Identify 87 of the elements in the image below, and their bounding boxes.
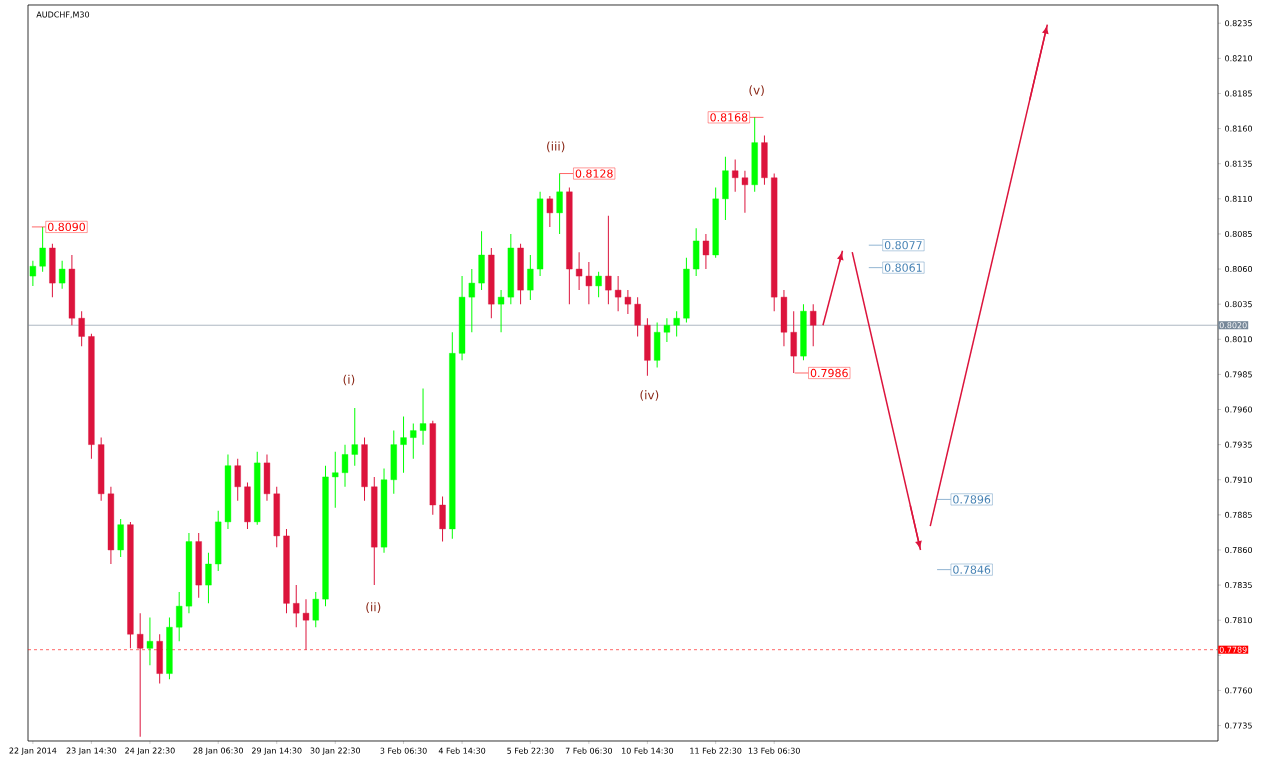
candlestick [595, 271, 602, 298]
candlestick [615, 275, 622, 312]
y-tick-label: 0.7735 [1225, 722, 1252, 729]
candlestick [332, 451, 339, 509]
candlestick [419, 387, 427, 446]
annotation: (iii) [547, 141, 565, 153]
y-tick-label: 0.7835 [1225, 582, 1252, 589]
candlestick [585, 261, 592, 305]
annotation: 0.8077 [884, 241, 922, 250]
y-tick-label: 0.8110 [1225, 195, 1252, 202]
x-tick-label: 3 Feb 06:30 [380, 747, 427, 754]
y-tick-label: 0.8085 [1225, 230, 1252, 237]
candlestick [546, 195, 553, 228]
y-tick-label: 0.7935 [1225, 441, 1252, 448]
candlestick [702, 233, 710, 270]
annotation: 0.8090 [47, 222, 85, 232]
y-tick-label: 0.7985 [1225, 371, 1252, 378]
candlestick [556, 173, 563, 235]
candlestick [234, 458, 241, 502]
candlestick [790, 310, 797, 374]
y-tick-label: 0.7810 [1225, 617, 1252, 624]
y-tick-label: 0.7960 [1225, 406, 1252, 413]
x-tick-label: 23 Jan 14:30 [66, 747, 117, 756]
y-tick-label: 0.7760 [1225, 687, 1252, 694]
x-tick-label: 28 Jan 06:30 [193, 747, 243, 756]
candlestick [410, 423, 417, 460]
candlestick [810, 303, 817, 347]
y-tick-label: 0.8010 [1225, 336, 1252, 343]
candlestick [351, 407, 358, 467]
candlestick [146, 616, 154, 666]
annotation: (iv) [640, 390, 659, 401]
candlestick [39, 226, 46, 273]
annotation: 0.8061 [884, 263, 922, 272]
x-tick-label: 10 Feb 14:30 [622, 747, 674, 754]
candlestick [341, 444, 349, 488]
text: AUDCHF,M30 [36, 11, 90, 19]
y-tick-label: 0.8135 [1225, 160, 1252, 167]
candlestick [400, 416, 407, 474]
candlestick [741, 170, 749, 214]
candlestick [497, 289, 505, 333]
y-tick-label: 0.7910 [1225, 476, 1252, 483]
annotation: (i) [343, 374, 355, 386]
candlestick [663, 317, 671, 343]
candlestick [439, 496, 446, 543]
y-tick-label: 0.8035 [1225, 301, 1252, 308]
candlestick [673, 310, 680, 337]
y-tick-label: 0.8160 [1225, 125, 1252, 132]
candlestick [205, 552, 212, 604]
candlestick [302, 598, 310, 651]
candlestick [575, 251, 583, 291]
x-tick-label: 7 Feb 06:30 [565, 747, 613, 754]
y-tick-label: 0.8060 [1225, 266, 1252, 273]
annotation: 0.8128 [575, 169, 613, 178]
candlestick [137, 612, 144, 738]
candlestick [176, 591, 183, 642]
x-tick-label: 5 Feb 22:30 [507, 747, 554, 754]
candlestick [634, 296, 641, 337]
x-tick-label: 29 Jan 14:30 [251, 747, 302, 756]
x-tick-label: 22 Jan 2014 [9, 747, 57, 756]
candlestick [59, 260, 66, 290]
x-tick-label: 11 Feb 22:30 [690, 747, 742, 754]
candlestick [527, 254, 534, 301]
y-tick-label: 0.8185 [1225, 90, 1252, 97]
candlestick [29, 260, 37, 287]
annotation: 0.8168 [710, 113, 748, 122]
y-tick-label: 0.7885 [1225, 511, 1252, 518]
x-tick-label: 30 Jan 22:30 [310, 747, 361, 756]
annotation: 0.7986 [810, 368, 848, 378]
x-tick-label: 13 Feb 06:30 [748, 747, 800, 754]
x-tick-label: 24 Jan 22:30 [125, 747, 175, 756]
candlestick [312, 591, 319, 628]
annotation: (v) [749, 85, 764, 97]
y-tick-label: 0.7860 [1225, 546, 1252, 553]
candlestick [624, 289, 632, 315]
annotation: 0.7846 [953, 565, 991, 574]
candlestick [293, 584, 300, 628]
candlestick [605, 215, 612, 305]
annotation: 0.7896 [953, 495, 991, 504]
ref-line-label: 0.7789 [1219, 646, 1247, 653]
y-tick-label: 0.8210 [1225, 55, 1252, 62]
ref-line-label: 0.8020 [1219, 322, 1247, 329]
x-tick-label: 4 Feb 14:30 [438, 747, 486, 754]
annotation: (ii) [366, 602, 381, 613]
candlestick [468, 268, 475, 333]
candlestick [732, 158, 739, 193]
candlestick [78, 310, 85, 347]
y-tick-label: 0.8235 [1225, 20, 1252, 27]
